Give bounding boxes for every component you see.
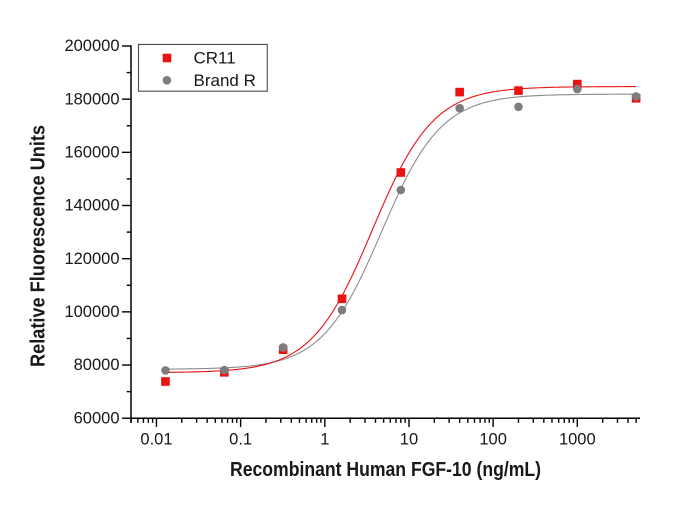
svg-text:Relative Fluorescence Units: Relative Fluorescence Units	[28, 125, 50, 367]
svg-text:1: 1	[320, 431, 329, 449]
svg-text:160000: 160000	[64, 144, 119, 162]
svg-text:120000: 120000	[64, 250, 119, 268]
svg-text:0.1: 0.1	[229, 431, 252, 449]
svg-text:100: 100	[479, 431, 507, 449]
svg-text:10: 10	[400, 431, 418, 449]
svg-text:CR11: CR11	[194, 49, 236, 68]
svg-text:Recombinant Human FGF-10 (ng/m: Recombinant Human FGF-10 (ng/mL)	[230, 459, 541, 481]
svg-text:140000: 140000	[64, 197, 119, 215]
svg-text:100000: 100000	[64, 303, 119, 321]
svg-text:80000: 80000	[74, 356, 120, 374]
svg-text:60000: 60000	[74, 409, 120, 427]
svg-text:200000: 200000	[64, 37, 119, 55]
svg-text:1000: 1000	[559, 431, 596, 449]
svg-text:Brand R: Brand R	[194, 71, 256, 90]
svg-text:180000: 180000	[64, 90, 119, 108]
svg-text:0.01: 0.01	[140, 431, 172, 449]
